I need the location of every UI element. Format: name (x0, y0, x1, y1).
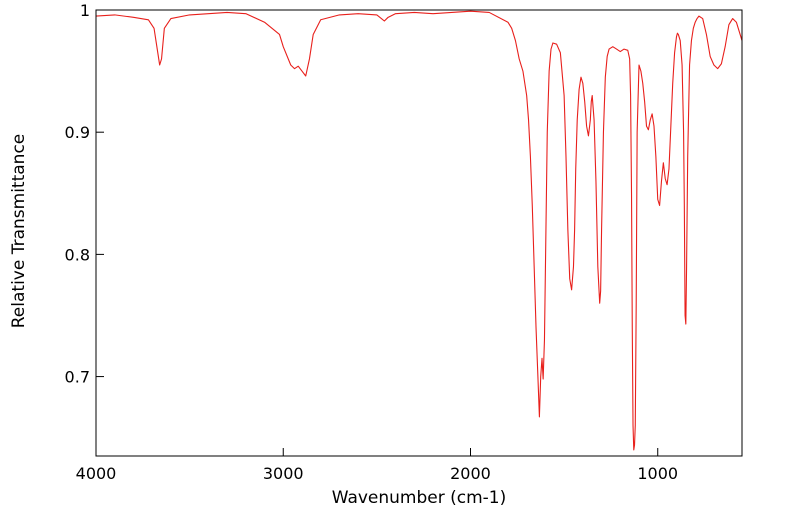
x-axis-label: Wavenumber (cm-1) (332, 488, 507, 508)
y-tick-label: 0.7 (65, 368, 90, 387)
y-tick-label: 1 (80, 1, 90, 20)
x-tick-label: 1000 (637, 464, 678, 483)
plot-area (96, 10, 742, 451)
y-axis-ticks: 1 0.9 0.8 0.7 (65, 1, 104, 387)
x-axis-ticks: 4000 3000 2000 1000 (76, 448, 678, 483)
y-axis-label: Relative Transmittance (9, 134, 29, 329)
y-tick-label: 0.9 (65, 123, 90, 142)
y-tick-label: 0.8 (65, 245, 90, 264)
spectrum-series-line (96, 10, 742, 451)
x-tick-label: 4000 (76, 464, 117, 483)
x-tick-label: 3000 (263, 464, 304, 483)
plot-frame (95, 9, 743, 457)
x-tick-label: 2000 (450, 464, 491, 483)
